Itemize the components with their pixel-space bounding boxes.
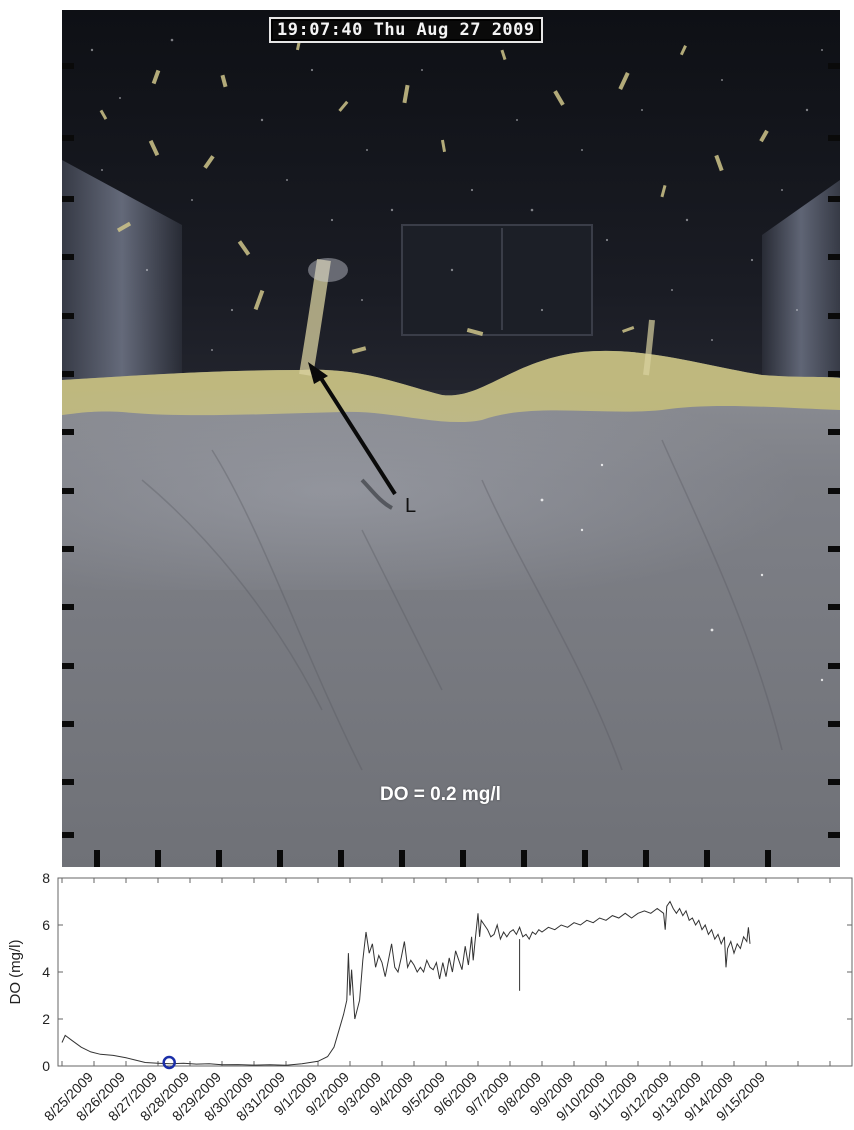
tank-wall-left xyxy=(62,160,182,410)
water-column xyxy=(62,10,840,410)
do-series-line xyxy=(61,900,751,1066)
y-tick-label: 4 xyxy=(42,964,50,980)
dissolved-oxygen-caption: DO = 0.2 mg/l xyxy=(380,784,501,805)
worm-tube xyxy=(299,258,331,377)
annotation-arrow xyxy=(315,370,397,496)
sediment-camera-photo: 19:07:40 Thu Aug 27 2009 L DO = 0.2 mg/l xyxy=(62,10,840,867)
y-axis-label: DO (mg/l) xyxy=(7,940,24,1005)
scale-tick-marks xyxy=(62,63,840,867)
y-tick-label: 2 xyxy=(42,1011,50,1027)
tank-wall-right xyxy=(762,180,840,410)
series-layer xyxy=(61,900,751,1066)
photo-time-marker xyxy=(162,1055,176,1070)
y-tick-label: 8 xyxy=(42,870,50,886)
particles xyxy=(99,39,769,354)
y-tick-label: 0 xyxy=(42,1058,50,1074)
aquarium-profile-image xyxy=(62,10,840,867)
camera-timestamp: 19:07:40 Thu Aug 27 2009 xyxy=(269,17,543,43)
plot-area xyxy=(57,877,853,1067)
marker-layer xyxy=(162,1055,176,1070)
y-tick-label: 6 xyxy=(42,917,50,933)
back-panel xyxy=(401,224,593,336)
arrow-label: L xyxy=(405,495,417,517)
